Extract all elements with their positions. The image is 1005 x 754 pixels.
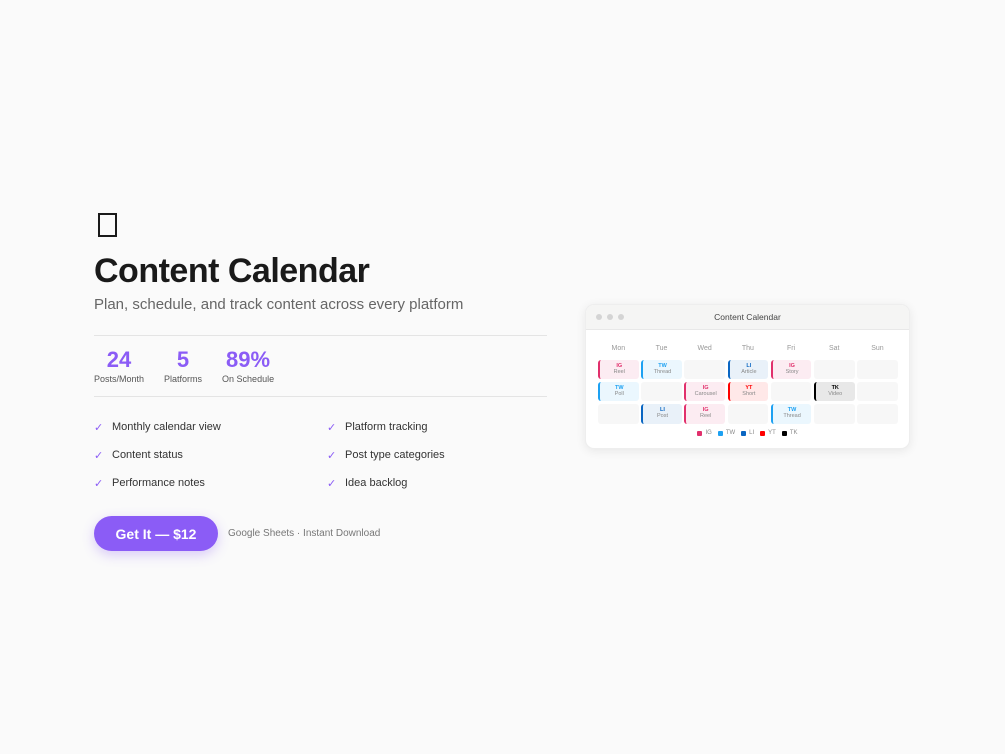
- page-subtitle: Plan, schedule, and track content across…: [94, 296, 464, 313]
- feature-item: ✓ Monthly calendar view: [94, 421, 221, 434]
- divider: [94, 396, 547, 397]
- check-icon: ✓: [94, 449, 104, 462]
- calendar-post[interactable]: TW Thread: [641, 359, 682, 380]
- legend-item: YT: [760, 430, 776, 436]
- calendar-post[interactable]: IG Reel: [598, 359, 639, 380]
- window-title: Content Calendar: [714, 312, 781, 322]
- calendar-grid: Mon Tue Wed Thu Fri Sat Sun IG Reel TW Thread LI Art…: [598, 345, 898, 424]
- calendar-cell-empty[interactable]: [727, 403, 769, 424]
- divider: [94, 335, 547, 336]
- check-icon: ✓: [94, 477, 104, 490]
- legend-swatch: [717, 430, 723, 436]
- calendar-cell-empty[interactable]: [770, 381, 812, 402]
- calendar-post[interactable]: IG Reel: [684, 403, 725, 424]
- calendar-preview: Content Calendar Mon Tue Wed Thu Fri Sat Sun IG…: [585, 304, 910, 449]
- page-title: Content Calendar: [94, 252, 370, 290]
- feature-list: ✓ Monthly calendar view ✓ Platform tracking…: [94, 419, 547, 491]
- calendar-post[interactable]: TW Poll: [598, 381, 639, 402]
- stat-platforms: 5 Platforms: [164, 347, 203, 384]
- check-icon: ✓: [94, 421, 104, 434]
- day-header: Mon: [611, 345, 626, 352]
- day-header: Tue: [655, 345, 668, 352]
- stat-posts: 24 Posts/Month: [94, 347, 145, 384]
- day-header: Sat: [828, 345, 840, 352]
- window-dot-icon: [596, 314, 602, 320]
- legend-item: IG: [697, 430, 712, 436]
- window-dot-icon: [618, 314, 624, 320]
- calendar-post[interactable]: TK Video: [813, 381, 855, 402]
- calendar-cell-empty[interactable]: [857, 403, 898, 424]
- calendar-cell-empty[interactable]: [813, 403, 855, 424]
- legend-item: TK: [781, 430, 798, 436]
- buy-button[interactable]: Get It — $12: [94, 516, 218, 551]
- calendar-post[interactable]: LI Article: [727, 359, 769, 380]
- check-icon: ✓: [327, 449, 337, 462]
- calendar-cell-empty[interactable]: [857, 359, 898, 380]
- feature-item: ✓ Content status: [94, 449, 183, 462]
- day-header: Fri: [786, 345, 796, 352]
- calendar-post[interactable]: TW Thread: [770, 403, 812, 424]
- legend-swatch: [697, 430, 703, 436]
- day-header: Wed: [697, 345, 712, 352]
- legend-swatch: [760, 430, 766, 436]
- check-icon: ✓: [327, 477, 337, 490]
- calendar-post[interactable]: IG Carousel: [684, 381, 725, 402]
- legend-swatch: [741, 430, 747, 436]
- feature-item: ✓ Idea backlog: [327, 477, 408, 490]
- calendar-post[interactable]: YT Short: [727, 381, 769, 402]
- calendar-cell-empty[interactable]: [857, 381, 898, 402]
- legend-item: LI: [741, 430, 754, 436]
- cta-note: Google Sheets · Instant Download: [228, 528, 381, 539]
- window-titlebar: Content Calendar: [586, 305, 909, 330]
- feature-item: ✓ Post type categories: [327, 449, 445, 462]
- legend: IG TW LI YT TK: [586, 430, 909, 436]
- stats: 24 Posts/Month 5 Platforms 89% On Schedule: [94, 347, 274, 384]
- stat-on-schedule: 89% On Schedule: [222, 347, 275, 384]
- calendar-cell-empty[interactable]: [813, 359, 855, 380]
- calendar-post[interactable]: LI Post: [641, 403, 682, 424]
- calendar-icon: [98, 213, 117, 237]
- feature-item: ✓ Performance notes: [94, 477, 205, 490]
- day-header: Thu: [741, 345, 754, 352]
- calendar-cell-empty[interactable]: [641, 381, 682, 402]
- day-header: Sun: [871, 345, 884, 352]
- feature-item: ✓ Platform tracking: [327, 421, 428, 434]
- window-dot-icon: [607, 314, 613, 320]
- legend-swatch: [781, 430, 787, 436]
- check-icon: ✓: [327, 421, 337, 434]
- calendar-cell-empty[interactable]: [684, 359, 725, 380]
- calendar-cell-empty[interactable]: [598, 403, 639, 424]
- legend-item: TW: [717, 430, 735, 436]
- calendar-post[interactable]: IG Story: [770, 359, 812, 380]
